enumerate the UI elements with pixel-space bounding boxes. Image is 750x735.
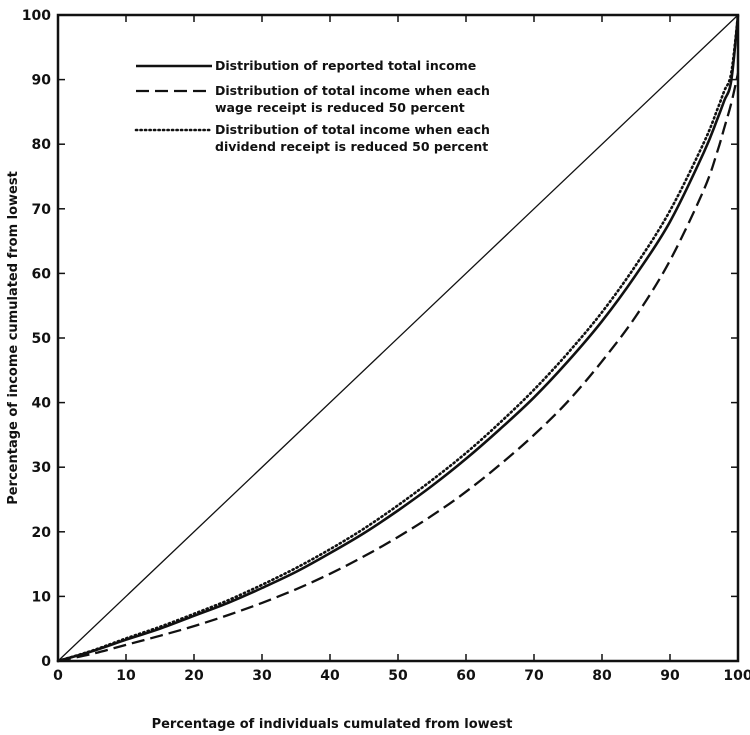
legend-label: Distribution of total income when each (215, 83, 490, 98)
x-tick-label: 70 (524, 668, 544, 684)
series-line-dotted (56, 13, 740, 663)
y-tick-label: 20 (32, 525, 52, 541)
equality-line-group (57, 14, 739, 662)
x-tick-label: 90 (660, 668, 680, 684)
y-tick-label: 50 (32, 331, 52, 347)
x-axis-title: Percentage of individuals cumulated from… (152, 717, 513, 732)
legend: Distribution of reported total income Dis… (134, 58, 490, 154)
y-tick-label: 30 (32, 460, 52, 476)
legend-label: Distribution of reported total income (215, 58, 476, 73)
y-tick-label: 70 (32, 202, 52, 218)
legend-label: Distribution of total income when each (215, 122, 490, 137)
y-axis-title: Percentage of income cumulated from lowe… (6, 171, 21, 505)
series-group (56, 13, 740, 663)
legend-label: dividend receipt is reduced 50 percent (215, 139, 488, 154)
series-line-solid (57, 14, 740, 663)
x-tick-label: 60 (456, 668, 476, 684)
y-tick-label: 10 (32, 589, 52, 605)
y-tick-label: 60 (32, 266, 52, 282)
x-tick-label: 30 (252, 668, 272, 684)
x-tick-label: 40 (320, 668, 340, 684)
y-tick-label: 90 (32, 73, 52, 89)
y-tick-label: 0 (41, 654, 51, 670)
y-tick-label: 40 (32, 396, 52, 412)
y-tick-label: 80 (32, 137, 52, 153)
x-tick-label: 0 (53, 668, 63, 684)
y-tick-label: 100 (22, 8, 51, 24)
x-tick-label: 100 (723, 668, 750, 684)
x-tick-label: 80 (592, 668, 612, 684)
axis-ticks: 0 10 20 30 40 50 60 70 80 90 100 0 10 20 30 40 50 60 70 80 9… (22, 8, 750, 684)
equality-line (57, 14, 739, 662)
x-tick-label: 20 (184, 668, 204, 684)
series-line-dashed (57, 72, 740, 663)
x-tick-label: 10 (116, 668, 136, 684)
legend-label: wage receipt is reduced 50 percent (215, 100, 465, 115)
x-tick-label: 50 (388, 668, 408, 684)
